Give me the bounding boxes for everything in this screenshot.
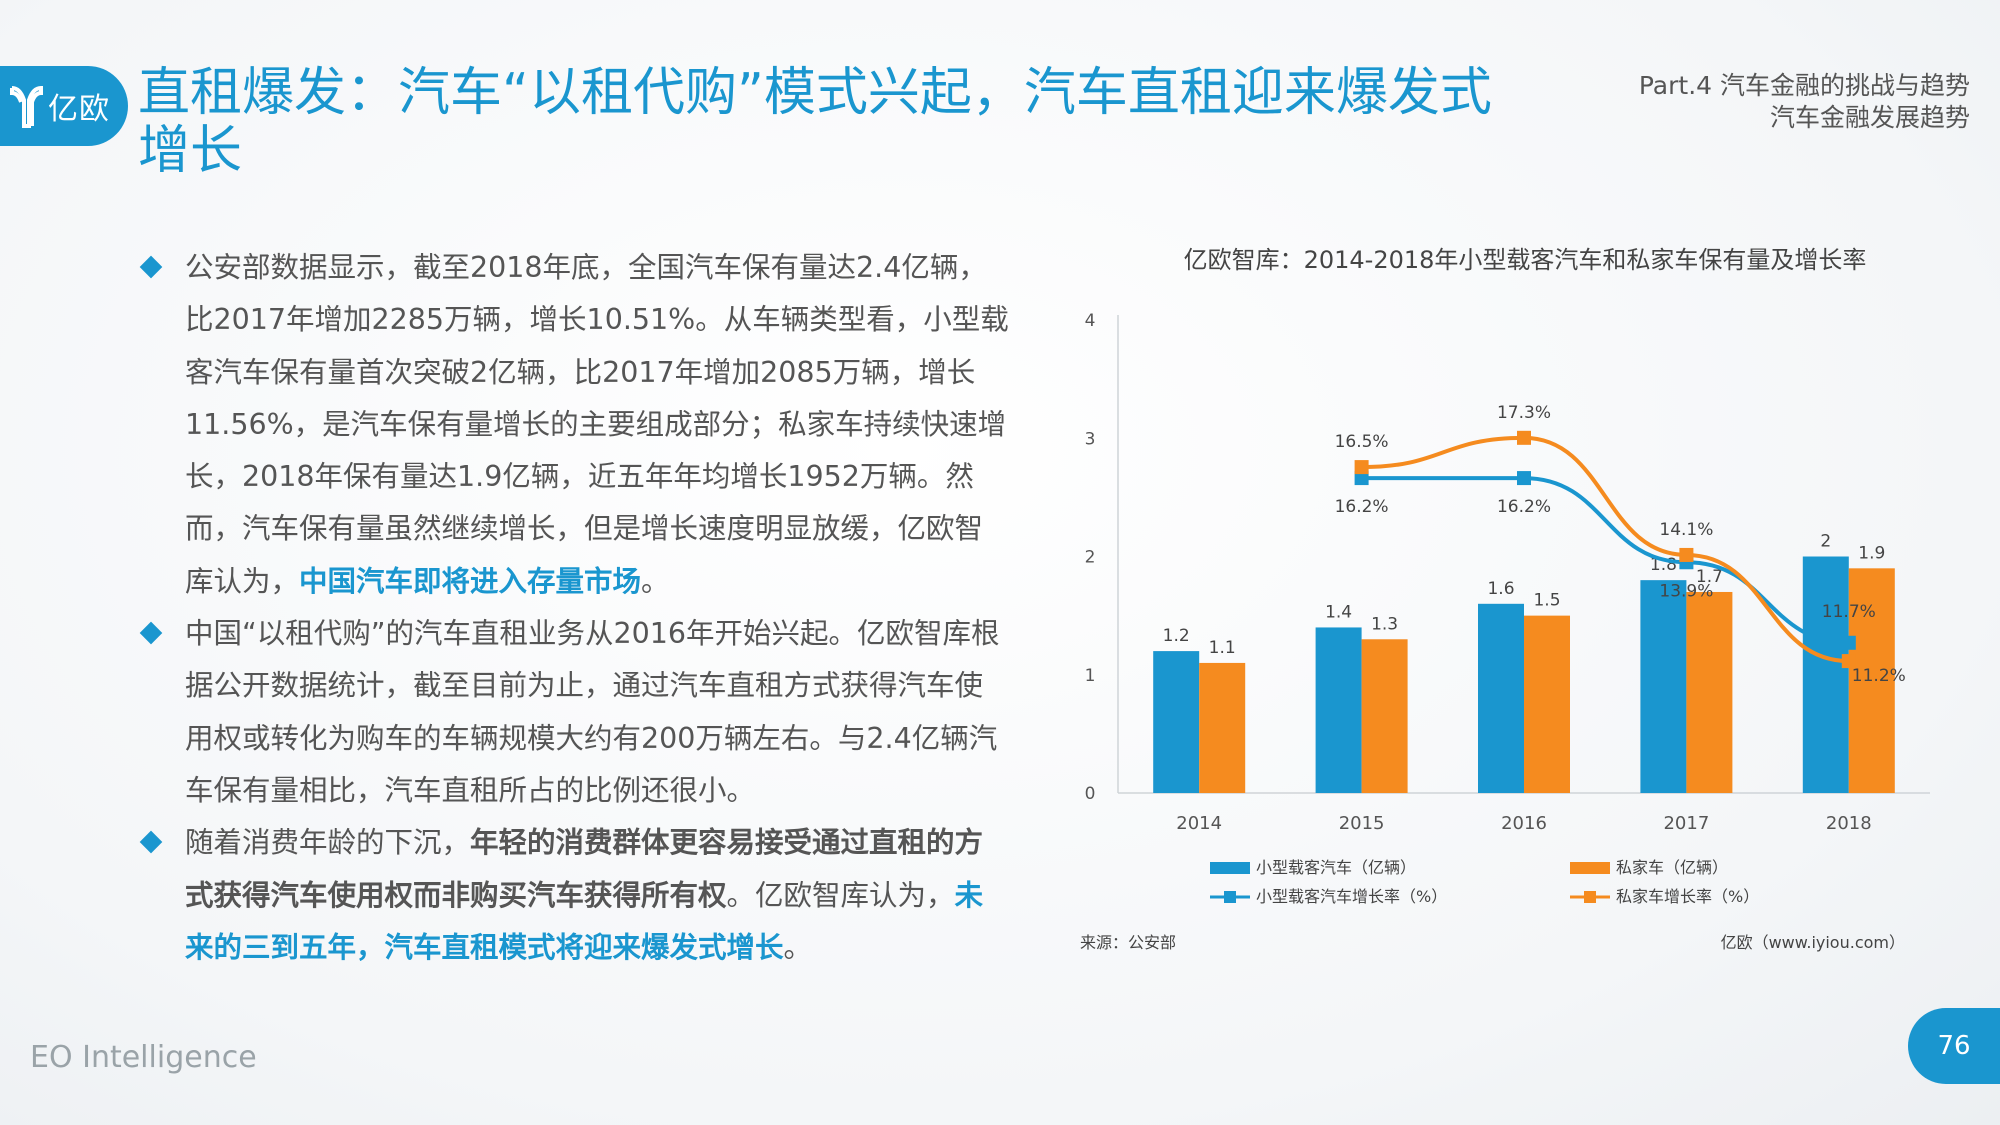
- bar-value-label: 1.1: [1209, 638, 1236, 658]
- bar-value-label: 1.7: [1696, 567, 1723, 587]
- bullet-3-end: 。: [783, 930, 813, 964]
- legend-label: 私家车增长率（%）: [1616, 887, 1759, 906]
- bullet-2: 中国“以租代购”的汽车直租业务从2016年开始兴起。亿欧智库根据公开数据统计，截…: [139, 608, 1010, 817]
- part-line-2: 汽车金融发展趋势: [1769, 103, 1970, 132]
- x-tick-label: 2016: [1501, 813, 1547, 834]
- bullet-1: 公安部数据显示，截至2018年底，全国汽车保有量达2.4亿辆，比2017年增加2…: [139, 242, 1010, 608]
- bullet-3: 随着消费年龄的下沉，年轻的消费群体更容易接受通过直租的方式获得汽车使用权而非购买…: [139, 817, 1010, 974]
- x-tick-label: 2014: [1176, 813, 1222, 834]
- yiou-logo-icon: [10, 85, 43, 128]
- bullet-1-text: 公安部数据显示，截至2018年底，全国汽车保有量达2.4亿辆，比2017年增加2…: [185, 251, 1009, 598]
- y-tick-label: 0: [1085, 784, 1096, 804]
- bar: [1524, 615, 1570, 793]
- bar: [1478, 603, 1524, 793]
- chart-title: 亿欧智库：2014-2018年小型载客汽车和私家车保有量及增长率: [1183, 246, 1867, 274]
- bar: [1802, 556, 1849, 793]
- line-point-marker: [1517, 471, 1531, 486]
- bullet-3-start: 随着消费年龄的下沉，: [185, 826, 471, 860]
- bullet-1-highlight: 中国汽车即将进入存量市场: [299, 564, 642, 598]
- line-value-label: 17.3%: [1497, 403, 1551, 423]
- bar: [1153, 651, 1200, 793]
- line-point-marker: [1517, 430, 1531, 445]
- y-tick-label: 2: [1085, 548, 1096, 568]
- bar: [1640, 580, 1687, 793]
- page-title: 直租爆发：汽车“以租代购”模式兴起，汽车直租迎来爆发式增长: [138, 63, 1492, 181]
- legend-label: 私家车（亿辆）: [1616, 858, 1728, 877]
- legend-swatch: [1210, 862, 1250, 874]
- x-tick-label: 2015: [1339, 813, 1385, 834]
- bar-value-label: 1.6: [1487, 579, 1514, 599]
- legend-swatch-marker: [1584, 891, 1596, 903]
- line-value-label: 16.2%: [1335, 497, 1389, 517]
- bullet-2-text: 中国“以租代购”的汽车直租业务从2016年开始兴起。亿欧智库根据公开数据统计，截…: [185, 617, 1000, 807]
- bar-value-label: 2: [1820, 532, 1831, 552]
- line-point-marker: [1354, 460, 1369, 475]
- bullet-1-end: 。: [641, 564, 670, 598]
- chart-credit: 亿欧（www.iyiou.com）: [1721, 933, 1905, 952]
- section-label: Part.4 汽车金融的挑战与趋势 汽车金融发展趋势: [1639, 70, 1970, 134]
- legend-label: 小型载客汽车增长率（%）: [1256, 887, 1447, 906]
- bullet-3-highlight: 未来的三到五年，汽车直租模式将迎来爆发式增长: [185, 878, 984, 964]
- series-line: [1361, 476, 1849, 645]
- line-value-label: 16.2%: [1497, 497, 1551, 517]
- line-value-label: 16.5%: [1335, 432, 1389, 452]
- line-value-label: 14.1%: [1659, 520, 1713, 540]
- y-tick-label: 3: [1085, 429, 1096, 449]
- bullet-3-mid: 。亿欧智库认为，: [726, 878, 955, 912]
- line-point-marker: [1841, 635, 1856, 650]
- logo-text: 亿欧: [48, 92, 110, 127]
- line-point-marker: [1841, 654, 1856, 669]
- page-number: 76: [1908, 1008, 2000, 1084]
- x-tick-label: 2018: [1826, 813, 1872, 834]
- bar: [1361, 639, 1408, 793]
- legend-swatch-marker: [1224, 891, 1236, 903]
- x-tick-label: 2017: [1663, 813, 1709, 834]
- series-line: [1361, 435, 1849, 664]
- bar-value-label: 1.3: [1371, 614, 1398, 634]
- bar: [1686, 591, 1733, 793]
- bar-value-label: 1.5: [1533, 591, 1560, 611]
- line-value-label: 11.7%: [1822, 602, 1876, 622]
- chart-source: 来源：公安部: [1080, 933, 1176, 952]
- bar-value-label: 1.2: [1163, 626, 1190, 646]
- brand-footer: EO Intelligence: [30, 1040, 257, 1075]
- y-tick-label: 1: [1085, 666, 1096, 686]
- line-point-marker: [1354, 471, 1369, 486]
- y-tick-label: 4: [1085, 311, 1096, 331]
- diamond-bullet-icon: [139, 830, 163, 854]
- logo: 亿欧: [0, 66, 128, 146]
- bar: [1199, 662, 1246, 793]
- legend-label: 小型载客汽车（亿辆）: [1256, 858, 1416, 877]
- diamond-bullet-icon: [139, 255, 163, 279]
- line-value-label: 11.2%: [1852, 666, 1906, 686]
- bar-value-label: 1.4: [1325, 602, 1352, 622]
- diamond-bullet-icon: [139, 621, 163, 645]
- bar: [1315, 627, 1362, 793]
- part-line-1: Part.4 汽车金融的挑战与趋势: [1638, 71, 1970, 100]
- bar-value-label: 1.9: [1858, 543, 1885, 563]
- line-point-marker: [1679, 547, 1694, 562]
- bullet-list: 公安部数据显示，截至2018年底，全国汽车保有量达2.4亿辆，比2017年增加2…: [139, 242, 1010, 974]
- line-value-label: 13.9%: [1659, 581, 1713, 601]
- bullet-3-bold: 年轻的消费群体更容易接受通过直租的方式获得汽车使用权而非购买汽车获得所有权: [185, 826, 984, 912]
- bar: [1848, 568, 1895, 793]
- legend-swatch: [1570, 862, 1610, 874]
